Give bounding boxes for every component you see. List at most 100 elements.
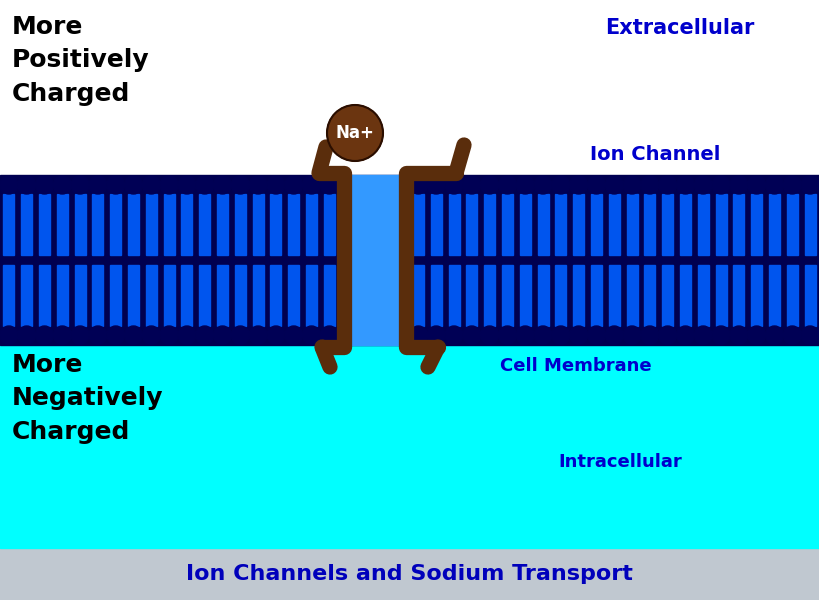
Circle shape [410, 176, 428, 194]
Circle shape [89, 326, 107, 344]
Bar [253, 194, 264, 255]
Bar [324, 194, 335, 255]
Circle shape [676, 176, 695, 194]
Circle shape [285, 176, 303, 194]
Circle shape [712, 176, 730, 194]
Circle shape [327, 105, 383, 161]
Circle shape [285, 326, 303, 344]
Bar [270, 265, 282, 326]
Circle shape [231, 326, 249, 344]
Circle shape [587, 176, 605, 194]
Bar [466, 265, 477, 326]
Bar [733, 194, 744, 255]
Circle shape [0, 326, 18, 344]
Circle shape [124, 176, 143, 194]
Circle shape [320, 326, 338, 344]
Bar [680, 265, 691, 326]
Circle shape [214, 176, 232, 194]
Circle shape [267, 176, 285, 194]
Bar [431, 265, 441, 326]
Circle shape [161, 176, 179, 194]
Circle shape [534, 176, 552, 194]
Bar [111, 265, 121, 326]
Bar [21, 265, 32, 326]
Bar [520, 194, 531, 255]
Circle shape [428, 326, 446, 344]
Bar [555, 194, 566, 255]
Circle shape [658, 176, 676, 194]
Bar [39, 265, 50, 326]
Text: Na+: Na+ [336, 124, 374, 142]
Bar [537, 194, 549, 255]
Circle shape [516, 326, 534, 344]
Bar [663, 265, 673, 326]
Circle shape [623, 176, 641, 194]
Circle shape [463, 176, 481, 194]
Text: Intracellular: Intracellular [558, 453, 682, 471]
Circle shape [623, 326, 641, 344]
Bar [0, 0, 819, 175]
Circle shape [106, 176, 124, 194]
Bar [537, 265, 549, 326]
Bar [3, 265, 15, 326]
Text: Cell Membrane: Cell Membrane [500, 357, 652, 375]
Circle shape [35, 326, 53, 344]
Bar [716, 194, 726, 255]
Circle shape [0, 176, 18, 194]
Bar [235, 265, 246, 326]
Bar [3, 194, 15, 255]
Circle shape [106, 326, 124, 344]
Bar [769, 265, 780, 326]
Bar [591, 194, 602, 255]
Bar [146, 265, 156, 326]
Bar [698, 265, 708, 326]
Circle shape [161, 326, 179, 344]
Bar [0, 345, 819, 548]
Bar [484, 194, 495, 255]
Bar [449, 194, 459, 255]
Circle shape [481, 326, 499, 344]
Circle shape [249, 176, 267, 194]
Circle shape [783, 176, 801, 194]
Circle shape [766, 326, 784, 344]
Bar [645, 265, 655, 326]
Bar [128, 265, 139, 326]
Circle shape [748, 326, 766, 344]
Circle shape [445, 326, 463, 344]
Bar [182, 265, 192, 326]
Circle shape [143, 176, 161, 194]
Circle shape [499, 326, 517, 344]
Bar [787, 194, 798, 255]
Bar [733, 265, 744, 326]
Circle shape [267, 326, 285, 344]
Bar [555, 265, 566, 326]
Text: Extracellular: Extracellular [605, 18, 754, 38]
Bar [645, 194, 655, 255]
Bar [270, 194, 282, 255]
Circle shape [552, 176, 570, 194]
Bar [431, 194, 441, 255]
Circle shape [801, 176, 819, 194]
Circle shape [640, 176, 658, 194]
Circle shape [18, 176, 36, 194]
Circle shape [552, 326, 570, 344]
Text: More
Positively
Charged: More Positively Charged [12, 15, 150, 106]
Bar [716, 265, 726, 326]
Circle shape [695, 326, 713, 344]
Bar [609, 265, 620, 326]
Circle shape [570, 176, 588, 194]
Bar [57, 265, 68, 326]
Circle shape [587, 326, 605, 344]
Bar [21, 194, 32, 255]
Circle shape [53, 176, 71, 194]
Bar [164, 265, 174, 326]
Circle shape [302, 176, 320, 194]
Bar [217, 265, 228, 326]
Circle shape [766, 176, 784, 194]
Bar [199, 194, 210, 255]
Bar [128, 194, 139, 255]
Circle shape [302, 326, 320, 344]
Bar [288, 265, 299, 326]
Bar [609, 194, 620, 255]
Circle shape [178, 176, 196, 194]
